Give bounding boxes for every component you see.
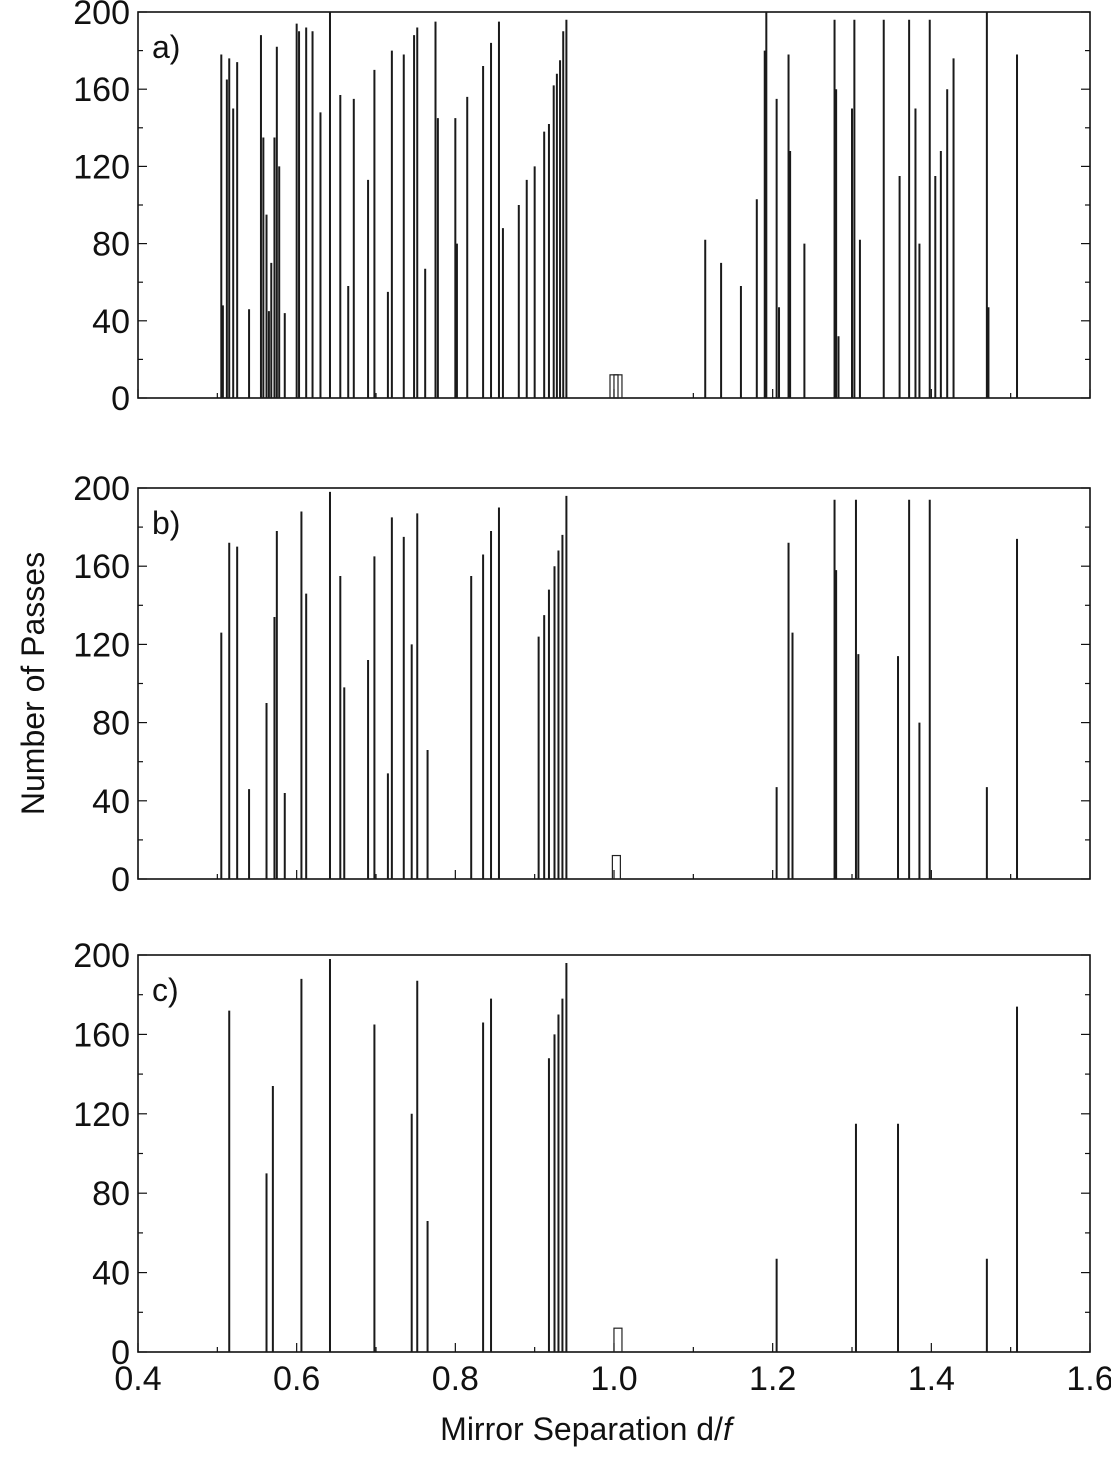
x-tick-label: 1.0 bbox=[590, 1360, 637, 1398]
panel-label: a) bbox=[152, 29, 180, 65]
y-axis-title: Number of Passes bbox=[15, 552, 51, 815]
y-tick-label: 160 bbox=[73, 548, 130, 586]
y-tick-label: 160 bbox=[73, 1016, 130, 1054]
x-tick-label: 0.6 bbox=[273, 1360, 320, 1398]
y-tick-label: 160 bbox=[73, 71, 130, 109]
data-bar bbox=[611, 854, 621, 880]
y-tick-label: 200 bbox=[73, 937, 130, 975]
x-tick-label: 1.6 bbox=[1066, 1360, 1111, 1398]
y-tick-label: 120 bbox=[73, 1096, 130, 1134]
y-tick-label: 80 bbox=[92, 226, 130, 264]
x-tick-label: 1.4 bbox=[908, 1360, 955, 1398]
data-bar bbox=[613, 1327, 623, 1353]
x-tick-label: 0.8 bbox=[432, 1360, 479, 1398]
panel-label: c) bbox=[152, 972, 179, 1008]
panel-label: b) bbox=[152, 505, 180, 541]
panel-frame bbox=[137, 954, 1091, 1353]
x-tick-label: 1.2 bbox=[749, 1360, 796, 1398]
y-tick-label: 0 bbox=[111, 1334, 130, 1372]
y-tick-label: 80 bbox=[92, 1175, 130, 1213]
panel-frame bbox=[137, 487, 1091, 880]
x-tick-label: 0.4 bbox=[114, 1360, 161, 1398]
y-tick-label: 120 bbox=[73, 626, 130, 664]
y-tick-label: 200 bbox=[73, 470, 130, 508]
x-axis-title: Mirror Separation d/f bbox=[440, 1411, 735, 1447]
y-tick-label: 80 bbox=[92, 705, 130, 743]
y-tick-label: 120 bbox=[73, 148, 130, 186]
y-tick-label: 0 bbox=[111, 861, 130, 899]
y-tick-label: 40 bbox=[92, 1255, 130, 1293]
y-tick-label: 200 bbox=[73, 0, 130, 32]
y-tick-label: 40 bbox=[92, 783, 130, 821]
data-bar bbox=[613, 374, 623, 399]
y-tick-label: 0 bbox=[111, 380, 130, 418]
y-tick-label: 40 bbox=[92, 303, 130, 341]
